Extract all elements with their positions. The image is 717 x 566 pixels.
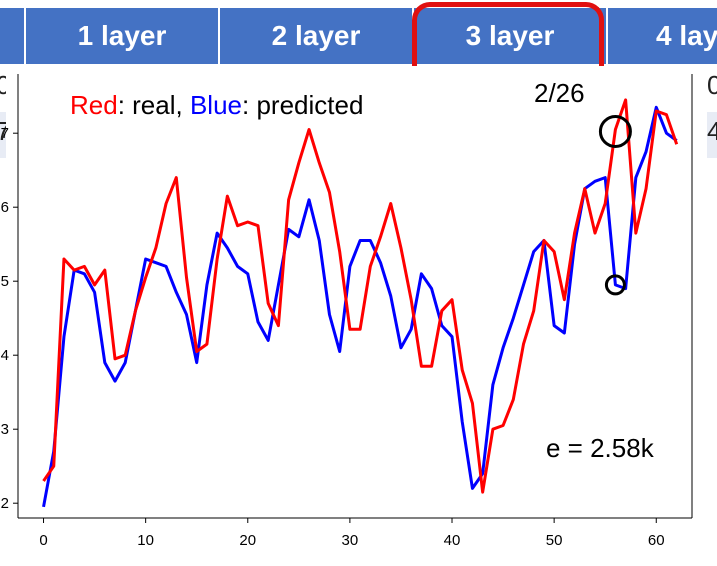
x-tick-label: 0 (39, 532, 47, 549)
real-circled-point (598, 115, 632, 148)
header-1-layer: 1 layer (24, 8, 218, 64)
legend-real-rest: : real, (118, 90, 190, 120)
data-series (42, 98, 679, 508)
header-2-layer: 2 layer (218, 8, 412, 64)
x-tick-label: 30 (342, 532, 359, 549)
highlight-circles (598, 115, 632, 296)
error-label: e = 2.58k (546, 433, 655, 463)
y-tick-label: 2 (1, 495, 9, 512)
highlight-box-3-layer (412, 2, 604, 100)
line-chart: 0 10 20 30 40 50 60 2 3 4 5 6 7 Red: real, Blue: pre… (1, 66, 707, 566)
predicted-series-line (42, 105, 678, 508)
x-tick-label: 10 (137, 532, 154, 549)
header-4-layer: 4 lay (606, 8, 717, 64)
real-series-line (42, 98, 679, 494)
axis-ticks: 0 10 20 30 40 50 60 2 3 4 5 6 7 (1, 125, 665, 549)
y-tick-label: 4 (1, 347, 9, 364)
y-tick-label: 3 (1, 421, 9, 438)
x-tick-label: 60 (648, 532, 665, 549)
x-tick-label: 50 (546, 532, 563, 549)
legend-pred-word: Blue (190, 90, 242, 120)
x-tick-label: 20 (239, 532, 256, 549)
y-tick-label: 5 (1, 273, 9, 290)
annotation-date-label: 2/26 (534, 78, 585, 108)
row-2-left-fragment: 7 (0, 116, 11, 146)
legend-pred-rest: : predicted (242, 90, 363, 120)
x-tick-label: 40 (444, 532, 461, 549)
legend-text: Red: real, Blue: predicted (70, 90, 363, 120)
row-1-right-fragment: 0 (707, 70, 717, 100)
y-tick-label: 6 (1, 199, 9, 216)
row-2-right-fragment: 4 (707, 116, 717, 146)
legend-real-word: Red (70, 90, 118, 120)
predicted-circled-point (604, 274, 626, 296)
y-tick-label: 7 (1, 125, 9, 142)
chart-panel (6, 66, 707, 566)
row-1-left-fragment: 0 (0, 70, 11, 100)
chart-axes (17, 74, 693, 519)
